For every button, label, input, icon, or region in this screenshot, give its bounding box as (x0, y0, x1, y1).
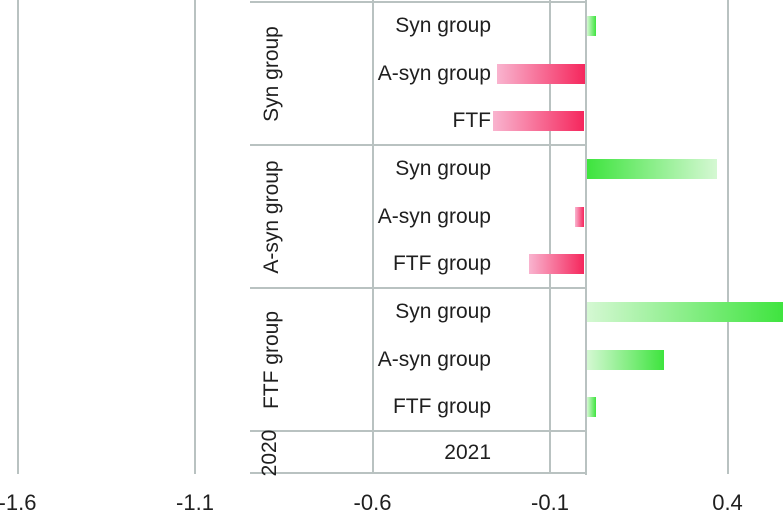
group-separator-line (250, 143, 586, 146)
zero-axis-line (584, 0, 587, 475)
bar-negative (496, 63, 585, 84)
bar-positive (586, 15, 597, 36)
category-label: Syn group (395, 13, 491, 37)
category-label: A-syn group (377, 204, 491, 228)
outer-group-label: A-syn group (260, 159, 283, 274)
x-tick-label: -0.1 (531, 490, 569, 515)
x-tick-label: -1.1 (176, 490, 214, 515)
group-separator-line (250, 286, 586, 289)
x-tick-label: -0.6 (353, 490, 392, 515)
bar-negative (528, 254, 585, 275)
outer-group-label: Syn group (260, 25, 283, 122)
category-label: FTF group (392, 395, 491, 419)
group-separator-line (250, 472, 586, 474)
bar-negative (493, 111, 585, 132)
x-tick-label: 0.4 (712, 490, 743, 515)
category-label: Syn group (395, 156, 491, 180)
footer-year-label-2021: 2021 (444, 440, 491, 464)
x-gridline (371, 0, 374, 474)
group-separator-line (250, 1, 586, 3)
category-label: A-syn group (377, 61, 491, 85)
x-gridline (194, 0, 196, 474)
category-label: A-syn group (377, 347, 491, 371)
x-gridline (549, 0, 551, 474)
category-label: Syn group (395, 299, 491, 323)
bar-positive (586, 397, 597, 418)
footer-year-label-2020: 2020 (258, 429, 281, 476)
category-label: FTF (452, 109, 491, 133)
bar-positive (586, 301, 783, 322)
bar-positive (586, 158, 717, 179)
bar-negative (574, 206, 585, 227)
outer-group-label: FTF group (260, 310, 283, 409)
category-label: FTF group (392, 252, 491, 276)
x-tick-label: -1.6 (0, 490, 37, 515)
bar-positive (586, 349, 664, 370)
group-separator-line (250, 430, 586, 432)
x-gridline (726, 0, 729, 474)
x-gridline (16, 0, 19, 474)
